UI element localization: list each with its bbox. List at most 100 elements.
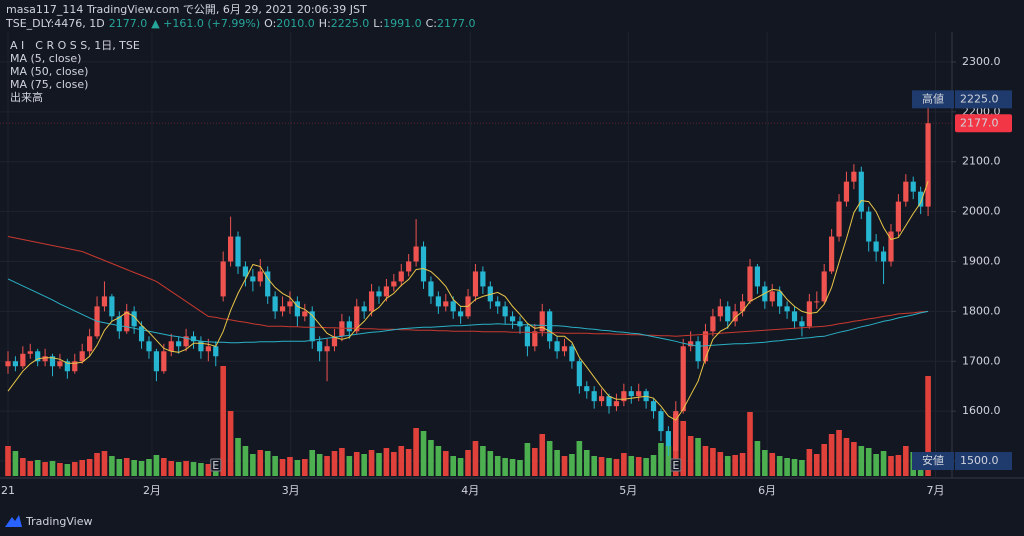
candle-body [346,321,352,332]
candle-body [398,271,404,282]
candle-body [435,296,441,307]
volume-bar [27,461,34,476]
volume-bar [353,452,360,476]
candle-body [138,326,145,342]
volume-bar [762,450,768,476]
candle-body [458,311,464,317]
volume-bar [828,434,835,476]
candle-body [12,361,19,367]
last-price-box [955,114,1012,133]
volume-bar [576,441,583,476]
candle-body [658,411,664,432]
candle-body [116,316,122,332]
volume-bar [220,366,226,476]
candle-body [220,261,226,297]
candle-body [472,271,479,297]
candle-body [287,301,293,307]
candle-body [843,181,850,202]
candle-body [450,301,456,312]
candle-body [190,336,197,342]
volume-bar [57,463,63,476]
last-price-value: 2177.0 [960,116,999,129]
event-label: E [212,459,219,472]
volume-bar [539,434,546,476]
volume-bar [86,459,93,476]
volume-bar [784,458,790,476]
volume-bar [264,451,271,476]
high-marker-value: 2225.0 [960,92,999,105]
y-tick-label: 1700.0 [962,354,1001,367]
volume-bar [739,453,746,476]
volume-bar [888,456,894,476]
volume-bar [628,456,635,476]
candle-body [680,346,686,412]
candle-body [265,271,271,297]
legend-entry: MA (75, close) [10,78,88,91]
ma-line [7,181,929,421]
candle-body [524,326,530,347]
volume-bar [368,450,375,476]
candle-body [79,351,85,362]
volume-bar [324,456,330,476]
volume-bar [316,454,323,476]
volume-bar [79,460,85,476]
candle-body [613,401,620,407]
ohlc-value: 2010.0 [276,17,315,30]
candle-body [895,201,901,232]
volume-bar [235,438,241,476]
volume-bar [20,458,26,476]
volume-bar [383,448,390,476]
candle-body [131,311,137,327]
candle-body [302,311,308,317]
volume-bar [717,452,724,476]
volume-bar [153,455,160,476]
y-tick-label: 1800.0 [962,304,1001,317]
volume-bar [116,459,123,476]
candle-body [368,291,375,312]
volume-bar [346,456,353,476]
volume-bar [583,450,590,476]
candle-body [769,291,775,302]
volume-bar [309,450,316,476]
symbol: TSE_DLY:4476, 1D [5,17,105,30]
y-tick-label: 1900.0 [962,254,1001,267]
candle-body [717,306,723,317]
x-tick-label: 6月 [758,484,776,497]
low-marker-value-box [955,452,1012,471]
x-tick-label: 21 [1,484,15,497]
candle-body [591,391,597,402]
candle-body [109,296,115,317]
candle-body [480,271,486,287]
volume-bar [413,428,419,476]
candle-body [361,306,367,312]
volume-bar [272,456,278,476]
candle-body [554,341,560,352]
volume-bar [34,460,41,476]
high-marker-box [912,90,954,109]
volume-bar [190,462,197,476]
volume-bar [250,454,256,476]
candle-body [294,301,300,317]
volume-bar [398,446,405,476]
candle-body [27,351,33,354]
high-marker-value-box [955,90,1012,109]
candle-body [710,316,716,332]
volume-bar [873,454,879,476]
candle-body [814,301,820,303]
volume-bar [428,440,434,476]
volume-bar [257,450,264,476]
candle-body [420,246,427,282]
candle-body [918,191,924,207]
candle-body [695,341,701,362]
candle-body [903,181,909,202]
candle-body [101,296,108,307]
candle-body [331,336,338,347]
ohlc-key: H: [319,17,331,30]
volume-bar [331,451,338,476]
candle-body [636,391,642,397]
candle-body [502,306,508,317]
volume-bar [71,462,78,476]
candle-body [317,341,323,352]
candle-body [688,341,694,347]
